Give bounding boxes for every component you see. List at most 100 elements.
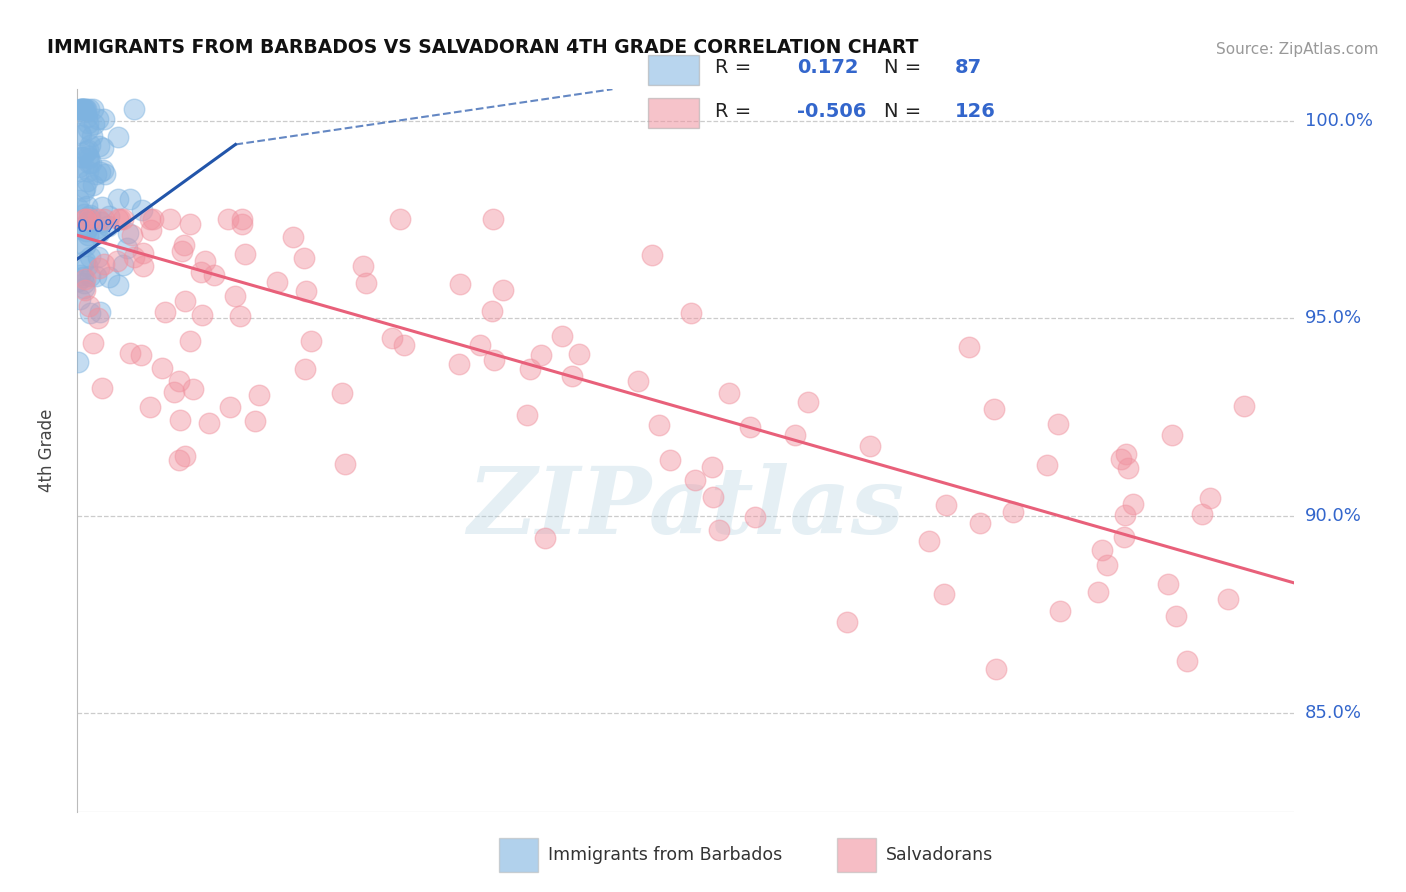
- Point: [174, 293, 197, 308]
- Point: [77, 214, 100, 228]
- Point: [281, 230, 304, 244]
- Point: [83, 117, 105, 131]
- Point: [79, 138, 101, 153]
- Point: [77, 164, 100, 178]
- Text: R =: R =: [714, 103, 751, 121]
- Point: [231, 218, 253, 232]
- Point: [1109, 451, 1132, 466]
- Point: [700, 460, 723, 475]
- Point: [69, 126, 91, 140]
- Text: IMMIGRANTS FROM BARBADOS VS SALVADORAN 4TH GRADE CORRELATION CHART: IMMIGRANTS FROM BARBADOS VS SALVADORAN 4…: [46, 37, 918, 57]
- Point: [1095, 558, 1118, 572]
- Point: [91, 140, 114, 154]
- Point: [190, 265, 212, 279]
- Point: [79, 208, 101, 222]
- Point: [86, 212, 108, 227]
- Point: [738, 420, 761, 434]
- Point: [67, 274, 90, 288]
- Point: [75, 144, 97, 158]
- Text: Salvadorans: Salvadorans: [886, 847, 993, 864]
- Point: [70, 128, 93, 142]
- Point: [67, 193, 90, 207]
- Point: [1175, 654, 1198, 668]
- Point: [1116, 461, 1139, 475]
- Point: [132, 246, 155, 260]
- Point: [702, 490, 724, 504]
- Point: [1218, 591, 1240, 606]
- Point: [568, 347, 591, 361]
- Point: [492, 283, 515, 297]
- Point: [75, 102, 97, 116]
- Text: Immigrants from Barbados: Immigrants from Barbados: [548, 847, 783, 864]
- Point: [627, 374, 650, 388]
- Point: [94, 167, 117, 181]
- Point: [132, 259, 155, 273]
- Point: [73, 253, 96, 268]
- Point: [72, 102, 94, 116]
- Text: 90.0%: 90.0%: [1305, 507, 1361, 524]
- Point: [295, 284, 318, 298]
- Point: [89, 261, 111, 276]
- Point: [1233, 399, 1256, 413]
- Point: [70, 102, 93, 116]
- Point: [169, 413, 191, 427]
- Point: [561, 369, 583, 384]
- Point: [97, 219, 120, 233]
- Point: [1115, 447, 1137, 461]
- Point: [658, 453, 681, 467]
- Point: [167, 374, 190, 388]
- Text: 87: 87: [955, 58, 981, 78]
- Point: [73, 272, 96, 286]
- Point: [352, 259, 374, 273]
- Point: [117, 226, 139, 240]
- Point: [198, 416, 221, 430]
- Point: [75, 104, 97, 119]
- Point: [1191, 508, 1213, 522]
- Point: [75, 181, 97, 195]
- Point: [482, 212, 505, 227]
- Point: [67, 355, 90, 369]
- Point: [105, 254, 128, 268]
- Point: [1087, 585, 1109, 599]
- Text: N =: N =: [884, 103, 921, 121]
- Point: [76, 174, 98, 188]
- Point: [683, 473, 706, 487]
- Point: [179, 218, 201, 232]
- Point: [79, 250, 101, 264]
- Text: 4th Grade: 4th Grade: [38, 409, 56, 492]
- Point: [72, 276, 94, 290]
- Point: [835, 615, 858, 629]
- Point: [75, 283, 97, 297]
- Point: [709, 523, 731, 537]
- Point: [481, 303, 503, 318]
- Point: [67, 163, 90, 178]
- Point: [73, 102, 96, 116]
- Point: [72, 150, 94, 164]
- Point: [179, 334, 201, 348]
- Point: [138, 401, 160, 415]
- Point: [333, 457, 356, 471]
- Point: [247, 388, 270, 402]
- Point: [533, 532, 555, 546]
- Point: [389, 212, 412, 227]
- Point: [93, 112, 115, 126]
- Point: [120, 192, 142, 206]
- Point: [76, 149, 98, 163]
- Point: [218, 400, 240, 414]
- Point: [170, 244, 193, 259]
- Point: [76, 259, 98, 273]
- Point: [82, 178, 104, 193]
- Point: [1090, 543, 1112, 558]
- Point: [934, 587, 956, 601]
- Text: 100.0%: 100.0%: [1305, 112, 1372, 129]
- Point: [107, 212, 129, 227]
- Point: [231, 212, 253, 227]
- Text: Source: ZipAtlas.com: Source: ZipAtlas.com: [1216, 42, 1379, 57]
- Text: 0.0%: 0.0%: [77, 218, 122, 235]
- Point: [67, 202, 90, 216]
- Bar: [648, 97, 699, 128]
- Point: [356, 277, 378, 291]
- Point: [858, 439, 880, 453]
- Point: [131, 202, 153, 217]
- Point: [139, 212, 162, 227]
